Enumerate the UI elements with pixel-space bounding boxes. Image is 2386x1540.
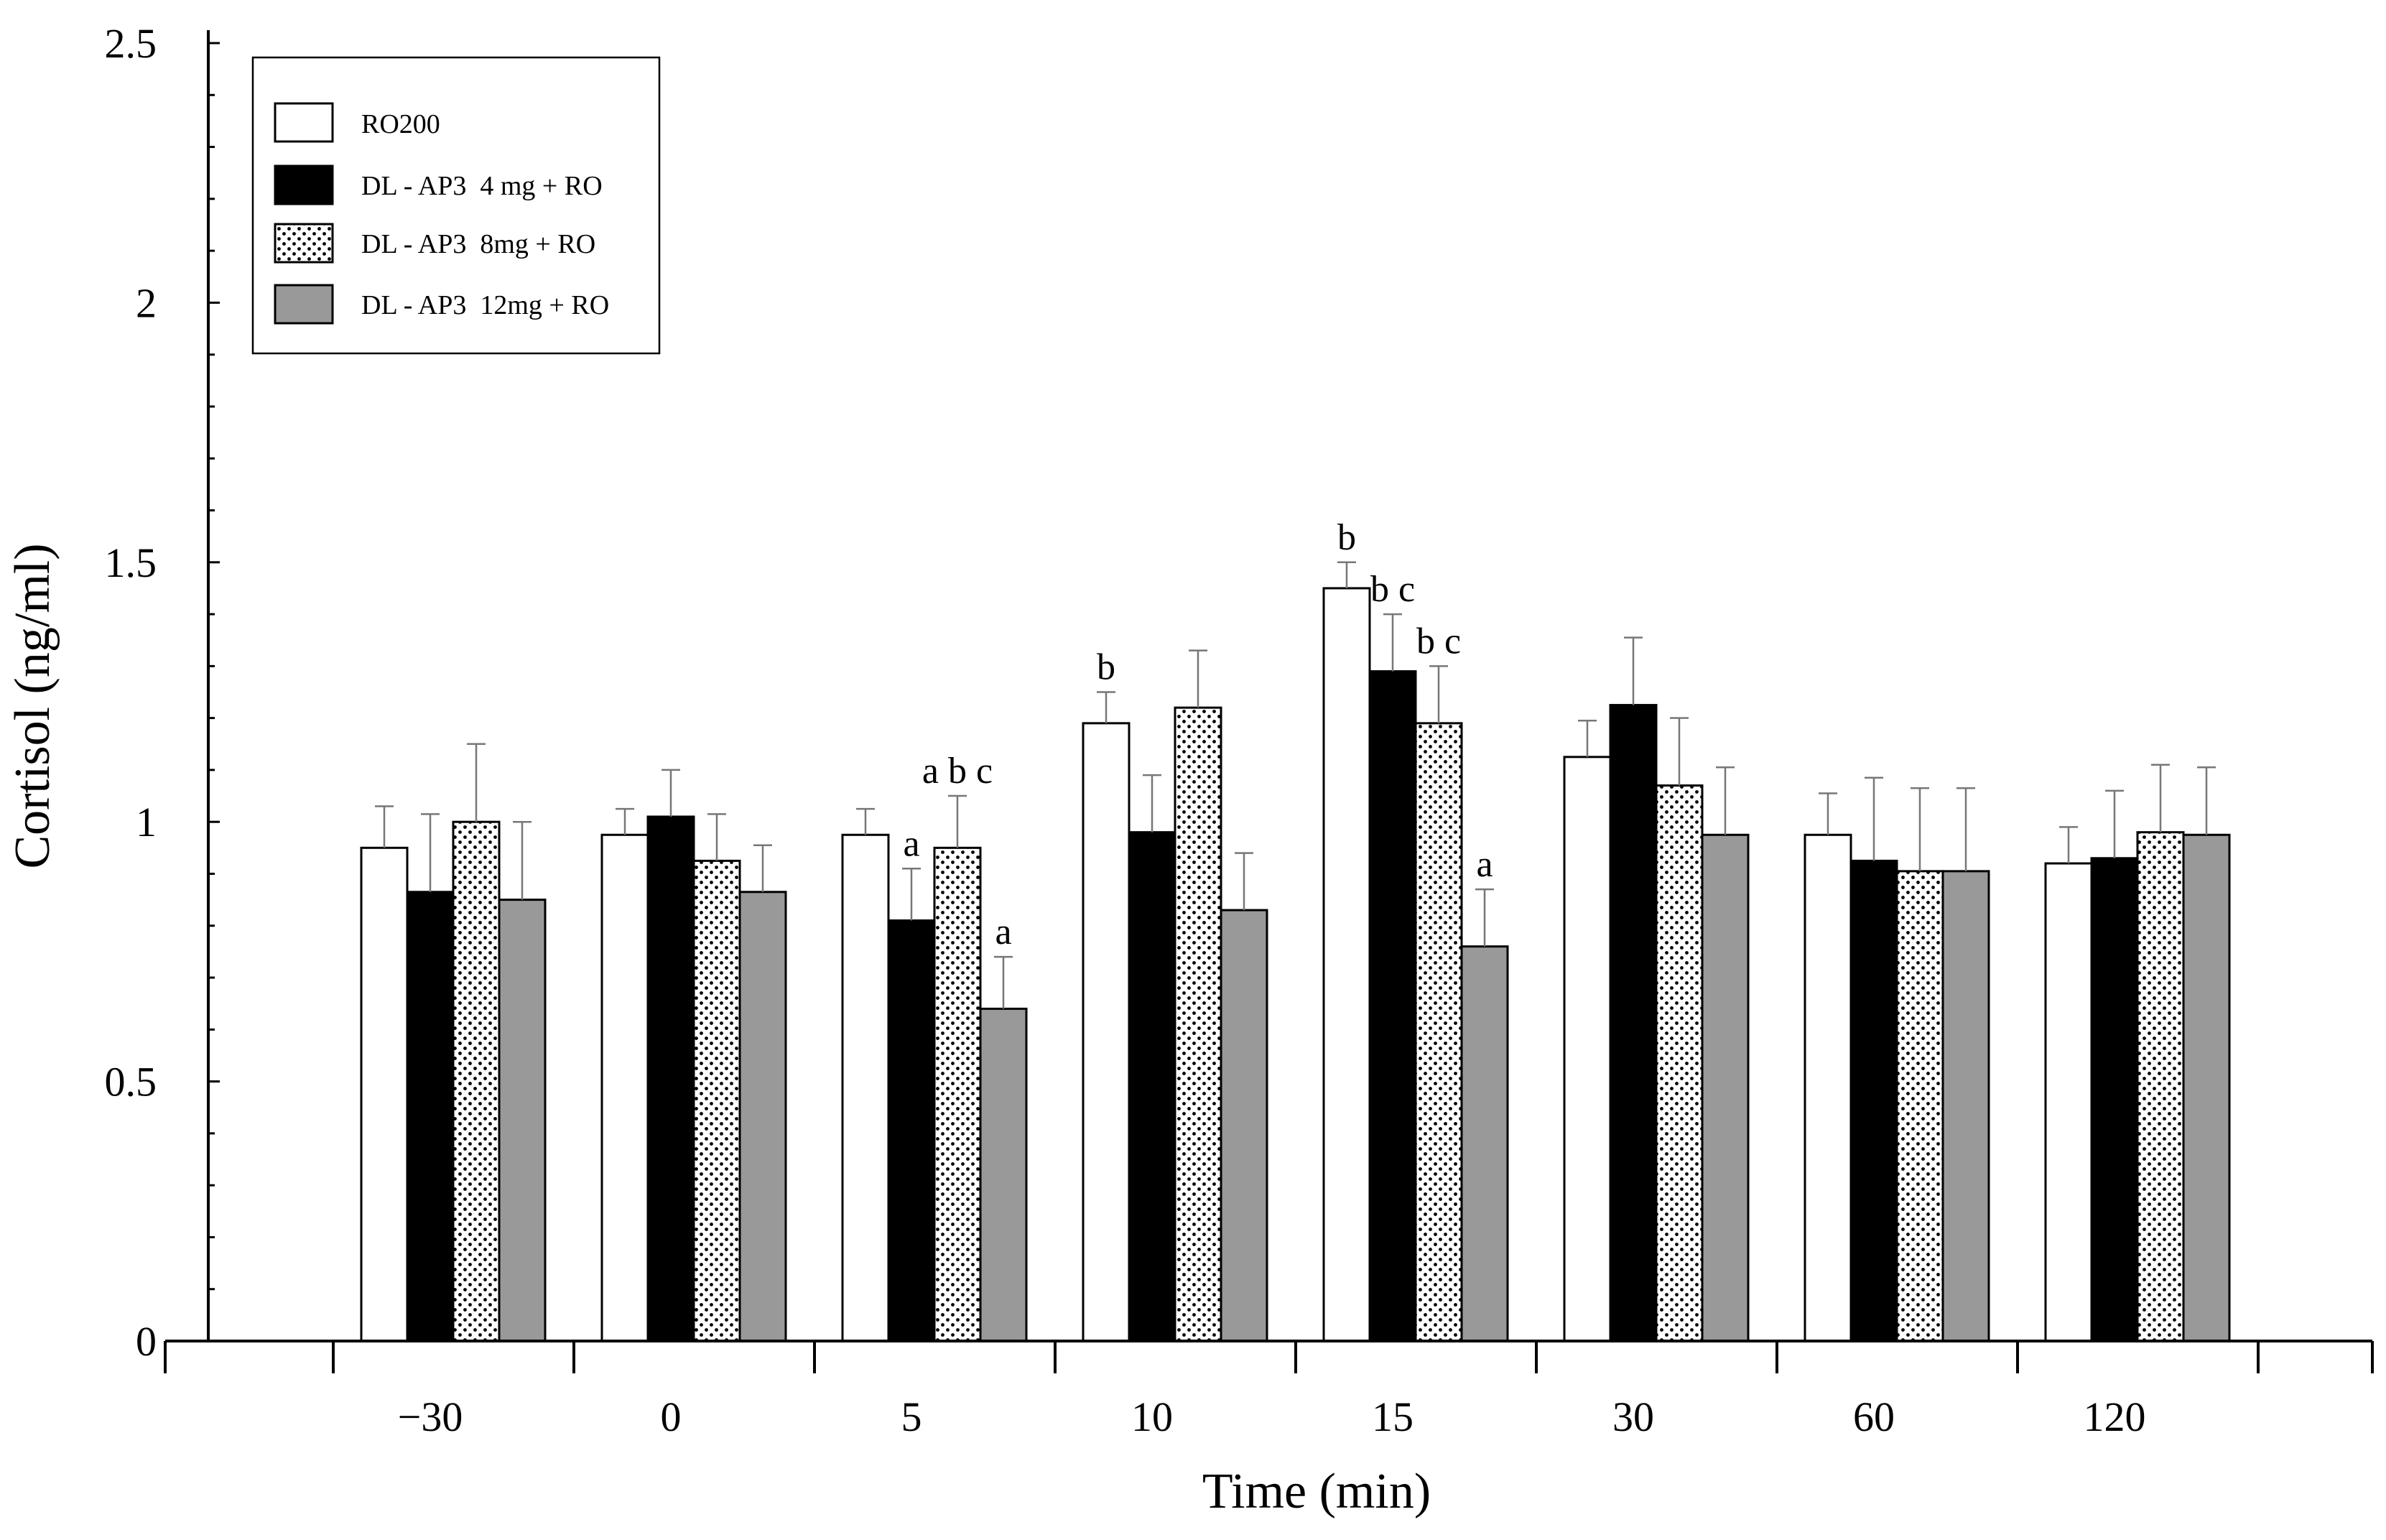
bar-ro200-30 xyxy=(1563,756,1612,1342)
bar-dl-ap3-4-mg-ro-minus-30 xyxy=(406,891,455,1342)
legend-swatch-8mg xyxy=(274,223,334,264)
y-tick-label: 2 xyxy=(136,279,157,326)
x-tick-label: −30 xyxy=(398,1393,463,1440)
bar-dl-ap3-8mg-ro-120 xyxy=(2136,831,2185,1342)
bar-dl-ap3-12mg-ro-0 xyxy=(738,891,787,1342)
bar-dl-ap3-8mg-ro-10 xyxy=(1174,706,1222,1342)
significance-label: b c xyxy=(1416,621,1461,662)
bar-ro200-5 xyxy=(841,833,890,1342)
legend-swatch-12mg xyxy=(274,284,334,325)
bar-dl-ap3-12mg-ro-120 xyxy=(2182,833,2231,1342)
significance-label: b xyxy=(1097,647,1115,688)
bar-dl-ap3-4-mg-ro-30 xyxy=(1609,704,1658,1342)
x-tick-label: 15 xyxy=(1372,1393,1414,1440)
legend-label-8mg: DL - AP3 8mg + RO xyxy=(361,229,595,259)
y-tick-label: 1 xyxy=(136,799,157,845)
bar-dl-ap3-8mg-ro-5 xyxy=(933,846,982,1342)
bar-ro200-60 xyxy=(1804,833,1852,1342)
x-tick-label: 60 xyxy=(1853,1393,1895,1440)
bar-dl-ap3-8mg-ro-minus-30 xyxy=(452,820,501,1342)
y-tick-label: 0 xyxy=(136,1318,157,1365)
significance-label: a xyxy=(903,823,919,864)
significance-label: a xyxy=(995,912,1011,952)
x-tick-label: 120 xyxy=(2084,1393,2146,1440)
significance-label: b xyxy=(1337,517,1356,558)
bar-dl-ap3-8mg-ro-30 xyxy=(1655,784,1704,1342)
bar-ro200-120 xyxy=(2044,862,2093,1342)
bar-dl-ap3-4-mg-ro-15 xyxy=(1368,670,1417,1342)
legend-swatch-ro200 xyxy=(274,102,334,143)
x-tick-label: 30 xyxy=(1612,1393,1654,1440)
y-axis-title: Cortisol (ng/ml) xyxy=(5,543,60,868)
y-tick-label: 1.5 xyxy=(105,539,157,586)
bar-dl-ap3-4-mg-ro-120 xyxy=(2090,857,2139,1342)
legend: RO200 DL - AP3 4 mg + RO DL - AP3 8mg + … xyxy=(251,56,661,355)
y-tick-label: 2.5 xyxy=(105,20,157,67)
bar-dl-ap3-4-mg-ro-60 xyxy=(1849,859,1898,1342)
bar-dl-ap3-12mg-ro-5 xyxy=(979,1007,1028,1342)
bar-dl-ap3-8mg-ro-60 xyxy=(1895,870,1944,1342)
x-axis-title: Time (min) xyxy=(1202,1464,1431,1519)
significance-label: b c xyxy=(1370,569,1415,610)
y-tick-label: 0.5 xyxy=(105,1059,157,1105)
legend-label-12mg: DL - AP3 12mg + RO xyxy=(361,290,609,320)
legend-label-ro200: RO200 xyxy=(361,109,440,139)
bar-ro200-15 xyxy=(1322,587,1371,1342)
bar-dl-ap3-4-mg-ro-0 xyxy=(646,815,695,1342)
bar-dl-ap3-12mg-ro-30 xyxy=(1701,833,1750,1342)
bar-ro200-0 xyxy=(600,833,649,1342)
bar-ro200-minus-30 xyxy=(360,846,409,1342)
bar-dl-ap3-8mg-ro-0 xyxy=(692,859,741,1342)
bar-dl-ap3-12mg-ro-minus-30 xyxy=(498,899,547,1342)
bar-dl-ap3-4-mg-ro-5 xyxy=(887,919,936,1342)
legend-swatch-4mg xyxy=(274,164,334,205)
bar-dl-ap3-4-mg-ro-10 xyxy=(1128,831,1176,1342)
significance-label: a xyxy=(1476,844,1493,885)
legend-label-4mg: DL - AP3 4 mg + RO xyxy=(361,171,603,201)
bar-dl-ap3-12mg-ro-60 xyxy=(1941,870,1990,1342)
x-tick-label: 10 xyxy=(1131,1393,1173,1440)
bar-dl-ap3-12mg-ro-10 xyxy=(1220,909,1268,1342)
x-tick-label: 5 xyxy=(901,1393,922,1440)
bar-ro200-10 xyxy=(1082,722,1131,1342)
bar-dl-ap3-12mg-ro-15 xyxy=(1460,945,1509,1342)
x-tick-label: 0 xyxy=(661,1393,682,1440)
significance-label: a b c xyxy=(922,751,993,792)
bar-dl-ap3-8mg-ro-15 xyxy=(1414,722,1463,1342)
